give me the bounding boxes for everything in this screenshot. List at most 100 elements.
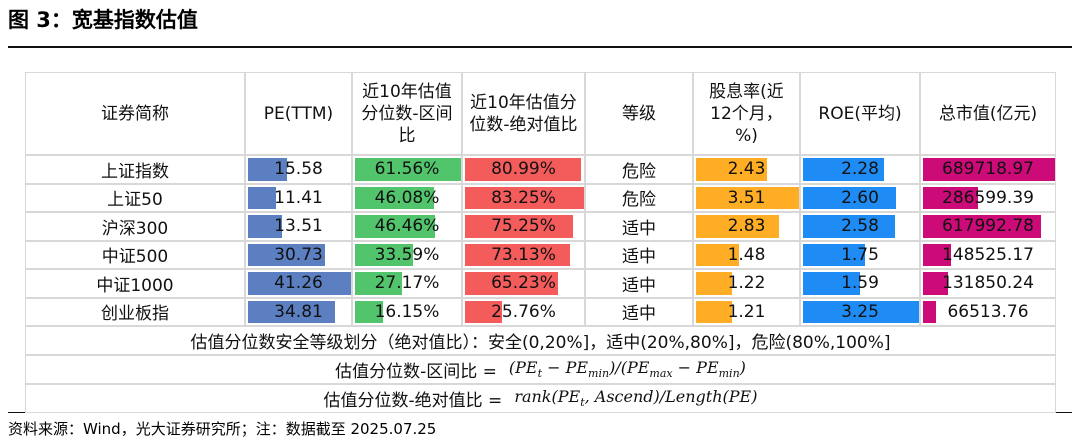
cell-text: 66513.76 — [947, 301, 1029, 322]
table-cell: 46.08% — [352, 183, 462, 212]
data-bar — [248, 243, 325, 266]
data-bar — [923, 215, 1042, 238]
data-bar — [923, 300, 936, 323]
table-cell: 2.58 — [800, 212, 920, 241]
rule — [8, 46, 1072, 48]
cell-text: 617992.78 — [942, 216, 1034, 237]
cell-text: 11.41 — [274, 187, 323, 208]
formula-label: 估值分位数-区间比 = — [335, 362, 497, 382]
cell-text: 148525.17 — [942, 244, 1034, 265]
cell-text: 46.08% — [374, 187, 440, 208]
table-cell: 25.76% — [462, 297, 585, 326]
cell-text: 2.28 — [841, 159, 879, 180]
table-cell: 73.13% — [462, 240, 585, 269]
table-cell: 83.25% — [462, 183, 585, 212]
cell-text: 中证500 — [101, 247, 169, 268]
data-bar — [465, 158, 581, 181]
data-bar — [803, 243, 866, 266]
cell-text: 13.51 — [274, 216, 323, 237]
header-cell: 近10年估值分位数-绝对值比 — [462, 72, 585, 155]
data-bar — [465, 272, 559, 295]
cell-text: 适中 — [622, 218, 656, 239]
table-cell: 3.25 — [800, 297, 920, 326]
cell-text: 上证指数 — [101, 161, 169, 182]
cell-text: 创业板指 — [101, 304, 169, 325]
data-bar — [803, 300, 919, 323]
cell-text: 46.46% — [374, 216, 440, 237]
data-bar — [923, 158, 1055, 181]
data-bar — [696, 215, 780, 238]
table-cell: 上证50 — [25, 183, 245, 212]
cell-text: 65.23% — [491, 273, 556, 294]
cell-text: 286599.39 — [942, 187, 1034, 208]
table-cell: 617992.78 — [920, 212, 1056, 241]
table-cell: 适中 — [585, 240, 693, 269]
table-cell: 13.51 — [245, 212, 352, 241]
table-cell: 65.23% — [462, 269, 585, 298]
cell-text: 1.22 — [727, 273, 766, 294]
cell-text: 27.17% — [374, 273, 440, 294]
table-cell: 适中 — [585, 212, 693, 241]
table-cell: 148525.17 — [920, 240, 1056, 269]
table-cell: 适中 — [585, 269, 693, 298]
cell-text: 2.58 — [841, 216, 879, 237]
header-cell: 股息率(近12个月，%) — [693, 72, 800, 155]
table-cell: 689718.97 — [920, 155, 1056, 184]
data-bar — [803, 272, 860, 295]
cell-text: 16.15% — [374, 301, 440, 322]
table-cell: 2.60 — [800, 183, 920, 212]
data-bar — [248, 186, 277, 209]
table-cell: 11.41 — [245, 183, 352, 212]
table-cell: 80.99% — [462, 155, 585, 184]
table-cell: 1.75 — [800, 240, 920, 269]
cell-text: 1.59 — [841, 273, 879, 294]
table-cell: 创业板指 — [25, 297, 245, 326]
data-bar — [465, 243, 570, 266]
header-cell: 近10年估值分位数-区间比 — [352, 72, 462, 155]
header-cell: 证券简称 — [25, 72, 245, 155]
cell-text: 适中 — [622, 304, 656, 325]
formula-label: 估值分位数-绝对值比 = — [323, 391, 503, 411]
cell-text: 41.26 — [274, 273, 323, 294]
cell-text: 25.76% — [491, 301, 556, 322]
note-row: 估值分位数安全等级划分（绝对值比）：安全(0,20%]，适中(20%,80%]，… — [25, 326, 1056, 355]
data-bar — [696, 243, 740, 266]
data-bar — [803, 215, 896, 238]
table-cell: 41.26 — [245, 269, 352, 298]
data-bar — [923, 243, 952, 266]
table-cell: 15.58 — [245, 155, 352, 184]
table-cell: 33.59% — [352, 240, 462, 269]
data-bar — [248, 215, 282, 238]
formula-row: 估值分位数-区间比 = (PEt − PEmin)/(PEmax − PEmin) — [25, 355, 1056, 384]
cell-text: 2.60 — [841, 187, 879, 208]
cell-text: 2.83 — [727, 216, 766, 237]
table-cell: 131850.24 — [920, 269, 1056, 298]
table-cell: 1.59 — [800, 269, 920, 298]
data-bar — [248, 300, 335, 323]
data-bar — [248, 158, 287, 181]
cell-text: 适中 — [622, 247, 656, 268]
cell-text: 危险 — [622, 190, 656, 211]
data-bar — [696, 158, 768, 181]
title: 图 3：宽基指数估值 — [8, 8, 198, 32]
table-cell: 2.28 — [800, 155, 920, 184]
cell-text: 34.81 — [274, 301, 323, 322]
data-bar — [803, 158, 885, 181]
header-cell: PE(TTM) — [245, 72, 352, 155]
header-cell: 总市值(亿元) — [920, 72, 1056, 155]
table-cell: 75.25% — [462, 212, 585, 241]
cell-text: 1.21 — [727, 301, 766, 322]
data-bar — [465, 186, 584, 209]
table-cell: 61.56% — [352, 155, 462, 184]
data-bar — [465, 215, 573, 238]
data-bar — [923, 272, 949, 295]
table-cell: 1.48 — [693, 240, 800, 269]
cell-text: 15.58 — [274, 159, 323, 180]
table-cell: 286599.39 — [920, 183, 1056, 212]
table-cell: 中证1000 — [25, 269, 245, 298]
table-cell: 46.46% — [352, 212, 462, 241]
data-bar — [803, 186, 896, 209]
formula: rank(PEt, Ascend)/Length(PE) — [514, 387, 758, 410]
cell-text: 30.73 — [274, 244, 323, 265]
